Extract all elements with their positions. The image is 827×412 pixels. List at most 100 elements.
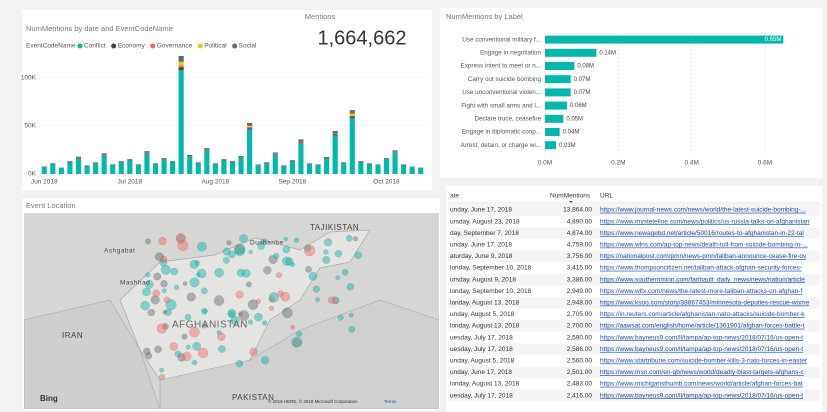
- map-bubble[interactable]: [322, 255, 331, 264]
- map-bubble[interactable]: [312, 285, 320, 293]
- map-bubble[interactable]: [150, 295, 160, 305]
- map-bubble[interactable]: [323, 238, 333, 247]
- map-bubble[interactable]: [160, 255, 168, 263]
- map-bubble[interactable]: [323, 249, 329, 255]
- map-bubble[interactable]: [154, 345, 162, 354]
- map-bubble[interactable]: [163, 296, 171, 304]
- map-bubble[interactable]: [152, 289, 160, 298]
- map-bubble[interactable]: [174, 350, 182, 358]
- url-cell[interactable]: https://www.newagebd.net/article/50016/r…: [600, 230, 804, 237]
- map-bubble[interactable]: [194, 260, 200, 266]
- map-bubble[interactable]: [214, 267, 224, 278]
- map-bubble[interactable]: [197, 347, 209, 359]
- map-bubble[interactable]: [238, 310, 250, 321]
- map-bubble[interactable]: [143, 347, 151, 356]
- url-cell[interactable]: https://www.thompsoncitizen.net/taliban-…: [600, 265, 802, 272]
- map-bubble[interactable]: [189, 277, 200, 288]
- map-bubble[interactable]: [196, 241, 207, 252]
- map-bubble[interactable]: [235, 290, 244, 299]
- column-header[interactable]: NumMentions: [550, 193, 591, 200]
- map-bubble[interactable]: [305, 265, 312, 273]
- map-bubble[interactable]: [147, 308, 155, 317]
- map-bubble[interactable]: [191, 359, 198, 366]
- map-bubble[interactable]: [292, 338, 302, 348]
- map-bubble[interactable]: [346, 283, 355, 291]
- map-bubble[interactable]: [222, 247, 231, 256]
- map-bubble[interactable]: [257, 242, 265, 250]
- map-bubble[interactable]: [156, 323, 168, 334]
- map-bubble[interactable]: [196, 268, 207, 279]
- map-bubble[interactable]: [227, 250, 236, 259]
- map-bubble[interactable]: [177, 353, 186, 362]
- map-bubble[interactable]: [273, 252, 280, 259]
- url-cell[interactable]: https://www.bayneus9.com/ll/tampa/ap-top…: [600, 334, 803, 341]
- map-bubble[interactable]: [308, 271, 318, 281]
- map-bubble[interactable]: [254, 312, 263, 322]
- map-bubble[interactable]: [145, 272, 151, 278]
- map-bubble[interactable]: [177, 240, 189, 251]
- map-bubble[interactable]: [144, 352, 153, 360]
- map-bubble[interactable]: [213, 295, 225, 306]
- map-bubble[interactable]: [182, 281, 188, 286]
- url-cell[interactable]: https://aawsat.com/english/home/article/…: [600, 323, 805, 330]
- map-bubble[interactable]: [170, 267, 179, 276]
- map-bubble[interactable]: [202, 308, 208, 314]
- map-bubble[interactable]: [217, 345, 226, 353]
- map-bubble[interactable]: [352, 236, 359, 242]
- map-bubble[interactable]: [282, 245, 291, 254]
- map-bubble[interactable]: [192, 341, 202, 351]
- map-bubble[interactable]: [144, 280, 154, 289]
- map-bubble[interactable]: [162, 309, 168, 315]
- map-bubble[interactable]: [216, 330, 222, 336]
- map-bubble[interactable]: [159, 373, 166, 380]
- map-bubble[interactable]: [195, 272, 201, 277]
- map-bubble[interactable]: [315, 297, 321, 303]
- map-bubble[interactable]: [280, 291, 291, 302]
- map-bubble[interactable]: [290, 324, 295, 330]
- map-bubble[interactable]: [304, 244, 312, 252]
- map-bubble[interactable]: [174, 284, 180, 290]
- map-bubble[interactable]: [268, 254, 278, 265]
- map-bubble[interactable]: [164, 308, 172, 317]
- map-bubble[interactable]: [162, 323, 169, 330]
- map-bubble[interactable]: [345, 234, 353, 242]
- map-bubble[interactable]: [222, 256, 230, 264]
- map-bubble[interactable]: [184, 313, 192, 321]
- map-bubble[interactable]: [268, 292, 279, 303]
- map-bubble[interactable]: [228, 311, 235, 318]
- map-bubble[interactable]: [247, 319, 254, 325]
- map-bubble[interactable]: [285, 257, 294, 266]
- map-bubble[interactable]: [140, 300, 150, 311]
- column-header[interactable]: ate: [450, 193, 459, 200]
- map-bubble[interactable]: [159, 258, 168, 267]
- url-cell[interactable]: https://www.michigansthumb.com/news/worl…: [600, 381, 803, 388]
- map-bubble[interactable]: [304, 244, 316, 257]
- map-bubble[interactable]: [275, 272, 282, 279]
- map-bubble[interactable]: [175, 233, 187, 244]
- map-bubble[interactable]: [334, 250, 343, 258]
- map-bubble[interactable]: [247, 299, 259, 310]
- map-bubble[interactable]: [169, 342, 179, 351]
- map-bubble[interactable]: [176, 233, 185, 243]
- map-bubble[interactable]: [331, 296, 340, 305]
- map-bubble[interactable]: [341, 269, 349, 276]
- url-cell[interactable]: https://www.bayneus9.com/ll/tampa/ap-top…: [600, 392, 803, 399]
- map-bubble[interactable]: [226, 240, 232, 246]
- map[interactable]: TAJIKISTAN Dushanbe Ashgabat Mashhad IRA…: [24, 213, 439, 409]
- map-bubble[interactable]: [290, 262, 296, 267]
- map-bubble[interactable]: [159, 367, 165, 373]
- url-cell[interactable]: https://nationalpost.com/pmn/news-pmn/ta…: [600, 253, 807, 260]
- map-bubble[interactable]: [234, 243, 246, 255]
- map-bubble[interactable]: [142, 287, 151, 297]
- map-bubble[interactable]: [181, 333, 188, 340]
- map-bubble[interactable]: [277, 290, 284, 297]
- map-bubble[interactable]: [189, 259, 199, 269]
- url-cell[interactable]: https://www.ksoo.com/story/38867453/minn…: [600, 300, 810, 307]
- map-bubble[interactable]: [335, 275, 340, 280]
- map-bubble[interactable]: [236, 268, 245, 278]
- map-bubble[interactable]: [227, 308, 237, 318]
- map-bubble[interactable]: [153, 272, 162, 281]
- map-bubble[interactable]: [201, 287, 208, 295]
- map-bubble[interactable]: [263, 266, 272, 275]
- map-bubble[interactable]: [230, 315, 240, 326]
